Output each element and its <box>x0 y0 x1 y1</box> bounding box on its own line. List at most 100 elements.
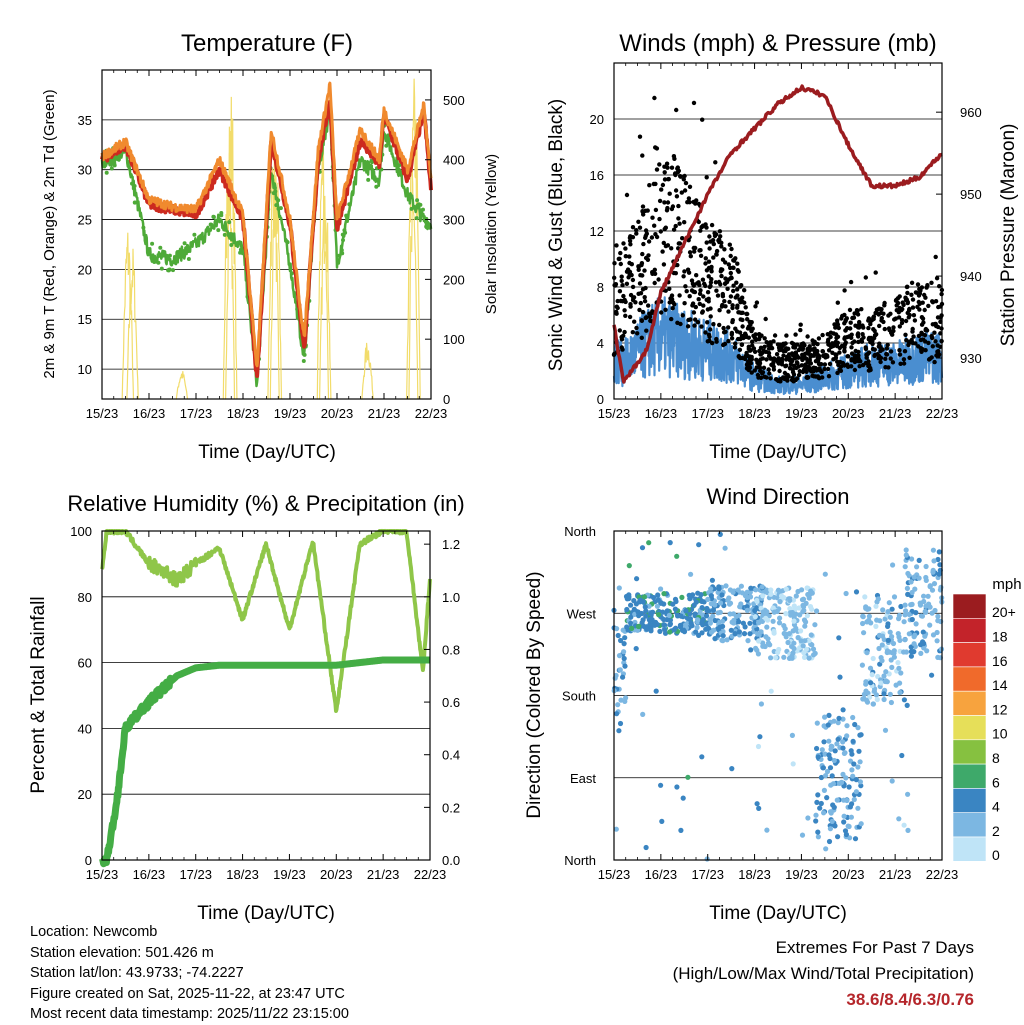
wind-direction-point <box>759 584 765 590</box>
legend-swatch <box>952 593 987 619</box>
gust-point <box>739 283 744 288</box>
gust-point <box>750 326 755 331</box>
wind-direction-point <box>891 648 897 654</box>
wind-direction-point <box>633 601 640 607</box>
gust-point <box>817 366 822 371</box>
temperature-x-tick-label: 18/23 <box>227 406 260 421</box>
wind-direction-point <box>763 615 769 622</box>
gust-point <box>850 315 855 321</box>
gust-point <box>700 117 705 122</box>
wind-direction-point <box>729 766 735 772</box>
gust-point <box>746 324 751 329</box>
wind-direction-point <box>705 596 711 603</box>
gust-point <box>857 319 862 325</box>
gust-point <box>621 333 626 338</box>
wind-direction-point <box>896 634 902 640</box>
humidity-right-tick-label: 0.6 <box>442 695 460 710</box>
wind-direction-tick-label: North <box>564 524 596 539</box>
humidity-x-tick-label: 20/23 <box>320 867 353 882</box>
wind-direction-point <box>930 632 937 638</box>
dewpoint-point <box>235 240 240 245</box>
wind-direction-point <box>805 815 811 821</box>
wind-direction-point <box>881 637 887 643</box>
gust-point <box>673 172 678 178</box>
gust-point <box>820 332 825 338</box>
gust-point <box>757 332 762 337</box>
gust-point <box>877 306 882 311</box>
wind-direction-point <box>882 616 888 622</box>
gust-point <box>707 334 712 339</box>
wind-direction-point <box>790 628 796 634</box>
gust-point <box>936 304 941 310</box>
gust-point <box>922 333 928 338</box>
gust-point <box>677 241 683 246</box>
wind-direction-point <box>880 607 886 613</box>
wind-direction-point <box>674 553 680 559</box>
gust-point <box>808 354 813 359</box>
wind-direction-point <box>916 557 922 564</box>
temperature-right-tick-label: 300 <box>443 213 465 228</box>
wind-direction-point <box>815 829 821 835</box>
wind-direction-point <box>745 638 751 644</box>
gust-point <box>766 367 771 372</box>
wind-direction-point <box>728 627 734 633</box>
wind-direction-point <box>823 846 829 852</box>
wind-direction-point <box>859 662 866 668</box>
wind-direction-point <box>622 635 628 641</box>
gust-point <box>884 346 890 351</box>
wind-direction-point <box>744 607 751 614</box>
wind-direction-point <box>797 612 803 618</box>
gust-point <box>729 336 735 341</box>
temperature-panel: Temperature (F) 10 15 20 25 30 35 0 100 200 300 4… <box>41 30 500 463</box>
wind-direction-point <box>855 725 861 731</box>
gust-point <box>624 192 630 198</box>
gust-point <box>885 342 890 348</box>
gust-point <box>681 177 686 182</box>
wind-direction-point <box>866 613 873 619</box>
gust-point <box>790 369 796 375</box>
dewpoint-point <box>186 257 191 261</box>
wind-direction-point <box>918 613 925 619</box>
wind-direction-point <box>778 593 785 599</box>
wind-direction-point <box>615 632 621 639</box>
gust-point <box>732 345 738 350</box>
gust-point <box>673 223 678 229</box>
wind-direction-point <box>904 702 910 709</box>
wind-direction-point <box>735 587 741 593</box>
wind-direction-point <box>809 606 815 612</box>
gust-point <box>628 304 633 309</box>
gust-point <box>628 242 633 247</box>
wind-direction-point <box>755 651 762 657</box>
wind-direction-point <box>821 723 827 729</box>
dewpoint-point <box>290 271 294 276</box>
wind-direction-point <box>615 702 621 708</box>
gust-point <box>711 322 716 327</box>
wind-direction-point <box>814 608 820 614</box>
wind-direction-point <box>889 778 895 784</box>
gust-point <box>911 313 917 318</box>
gust-point <box>916 344 921 349</box>
wind-direction-tick-label: South <box>562 689 596 704</box>
wind-direction-tick-label: North <box>564 853 596 868</box>
gust-point <box>658 229 663 234</box>
gust-point <box>716 238 721 243</box>
wind-direction-panel: Wind Direction North East South West North 1… <box>524 484 1022 924</box>
gust-point <box>680 313 685 318</box>
gust-point <box>712 231 717 236</box>
gust-point <box>706 299 711 304</box>
humidity-title: Relative Humidity (%) & Precipitation (i… <box>67 491 464 516</box>
gust-point <box>659 187 664 192</box>
wind-direction-point <box>718 600 724 606</box>
gust-point <box>757 365 763 370</box>
dewpoint-point <box>273 189 278 194</box>
gust-point <box>682 173 687 179</box>
wind-direction-point <box>831 757 837 764</box>
wind-direction-point <box>850 773 856 779</box>
gust-point <box>630 330 635 335</box>
gust-point <box>825 366 831 372</box>
gust-point <box>763 316 768 322</box>
dewpoint-point <box>374 184 379 189</box>
wind-direction-point <box>624 606 630 613</box>
wind-direction-point <box>679 594 685 601</box>
legend-swatch <box>952 788 987 814</box>
